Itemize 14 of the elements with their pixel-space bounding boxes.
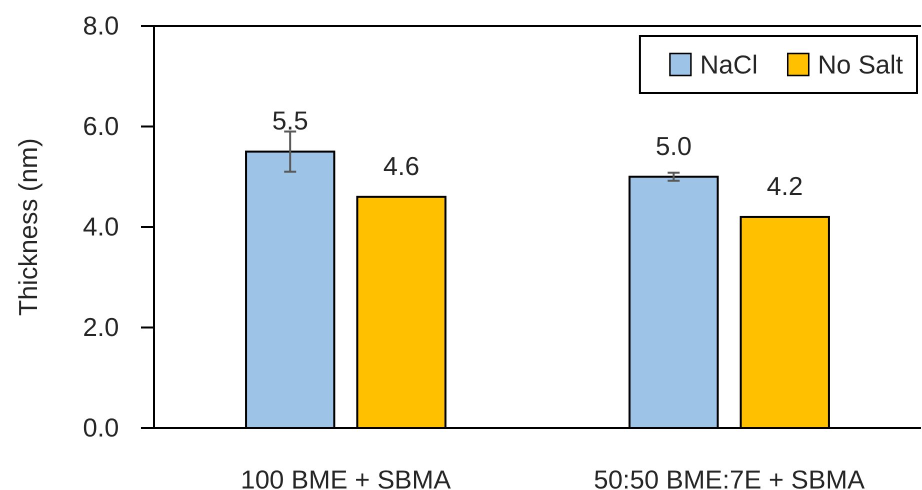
data-label: 4.6	[383, 150, 420, 181]
data-label: 5.0	[656, 130, 692, 161]
y-tick-label: 2.0	[82, 312, 119, 342]
y-tick-label: 8.0	[82, 10, 119, 40]
y-tick-label: 4.0	[82, 211, 119, 242]
data-label: 4.2	[766, 170, 803, 201]
x-tick-label: 50:50 BME:7E + SBMA	[594, 464, 866, 490]
y-tick-label: 0.0	[82, 412, 119, 442]
legend-label: No Salt	[818, 50, 904, 80]
y-axis-title: Thickness (nm)	[13, 138, 43, 316]
y-tick-label: 6.0	[82, 110, 119, 141]
legend-label: NaCl	[700, 50, 758, 80]
x-tick-label: 100 BME + SBMA	[240, 464, 452, 490]
data-label: 5.5	[272, 106, 308, 136]
